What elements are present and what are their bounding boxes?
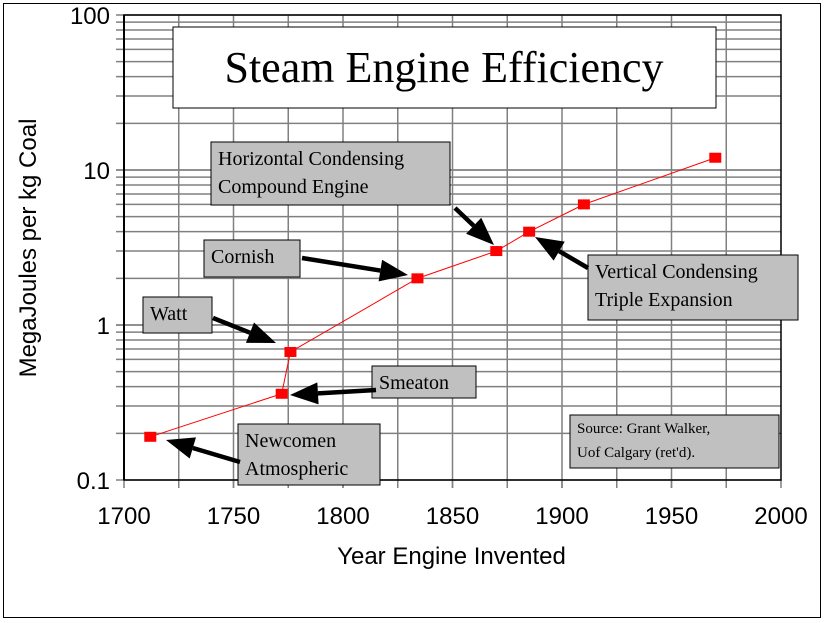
annotation-newcomen-box	[237, 423, 381, 486]
annotation-arrow-shaft	[212, 315, 251, 335]
data-point-marker	[144, 431, 157, 442]
x-tick-label: 2000	[754, 503, 807, 530]
annotation-arrow-shaft	[301, 255, 381, 273]
y-axis-label: MegaJoules per kg Coal	[15, 119, 42, 378]
x-tick-label: 1950	[645, 503, 698, 530]
x-tick-label: 1800	[316, 503, 369, 530]
annotation-newcomen-text: Newcomen	[245, 430, 336, 452]
source-note-box	[569, 414, 780, 469]
annotation-vertical-condensing: Vertical Condensing Triple Expansion	[587, 254, 799, 321]
annotation-cornish-text: Cornish	[211, 246, 274, 268]
chart-title-text: Steam Engine Efficiency	[224, 43, 663, 92]
annotation-newcomen: Newcomen Atmospheric	[237, 423, 381, 486]
annotation-horizontal-condensing: Horizontal Condensing Compound Engine	[210, 141, 451, 206]
data-point-marker	[275, 388, 288, 399]
chart-frame	[3, 3, 821, 618]
source-note: Source: Grant Walker, Uof Calgary (ret'd)…	[569, 414, 780, 469]
annotation-smeaton-text: Smeaton	[379, 372, 449, 394]
annotation-smeaton: Smeaton	[371, 365, 477, 399]
series-line	[150, 157, 716, 438]
x-tick-label: 1850	[426, 503, 479, 530]
annotation-arrow-shaft	[192, 445, 241, 465]
data-point-marker	[284, 346, 297, 357]
data-point-marker	[523, 226, 536, 237]
annotation-watt-text: Watt	[150, 303, 188, 325]
x-axis-label: Year Engine Invented	[337, 543, 566, 570]
data-point-marker	[490, 246, 503, 257]
annotation-arrow-shaft	[317, 387, 377, 396]
chart-title: Steam Engine Efficiency	[172, 26, 717, 109]
source-note-text: Uof Calgary (ret'd).	[577, 445, 695, 461]
annotation-arrow-shaft	[453, 206, 476, 228]
annotation-watt: Watt	[142, 296, 213, 334]
annotation-vertical-condensing-box	[587, 254, 799, 321]
annotation-smeaton-box	[371, 365, 477, 399]
annotation-arrow-head	[466, 217, 494, 245]
annotation-cornish-box	[203, 239, 301, 278]
x-tick-label: 1700	[97, 503, 150, 530]
source-note-text: Source: Grant Walker,	[577, 421, 710, 437]
y-tick-label: 1	[97, 313, 110, 340]
annotation-horizontal-condensing-text: Compound Engine	[218, 176, 369, 198]
annotation-vertical-condensing-text: Vertical Condensing	[595, 261, 758, 283]
annotation-arrow-head	[378, 259, 408, 282]
annotation-arrow-head	[290, 382, 319, 405]
annotation-watt-box	[142, 296, 213, 334]
x-tick-label: 1750	[207, 503, 260, 530]
annotation-arrow-head	[245, 322, 276, 343]
annotation-horizontal-condensing-box	[210, 141, 451, 206]
annotation-arrow-head	[535, 237, 565, 261]
annotation-horizontal-condensing-text: Horizontal Condensing	[218, 148, 404, 170]
annotation-cornish: Cornish	[203, 239, 301, 278]
y-tick-label: 100	[70, 3, 110, 30]
annotation-newcomen-text: Atmospheric	[245, 458, 348, 480]
annotation-vertical-condensing-text: Triple Expansion	[595, 289, 733, 311]
annotation-arrow-shaft	[558, 249, 590, 270]
data-point-marker	[577, 199, 590, 210]
x-tick-label: 1900	[535, 503, 588, 530]
data-point-marker	[411, 273, 424, 284]
y-tick-label: 0.1	[77, 468, 110, 495]
data-point-marker	[709, 152, 722, 163]
chart-title-box	[172, 26, 717, 109]
annotation-arrow-head	[166, 437, 196, 459]
y-tick-label: 10	[83, 158, 110, 185]
